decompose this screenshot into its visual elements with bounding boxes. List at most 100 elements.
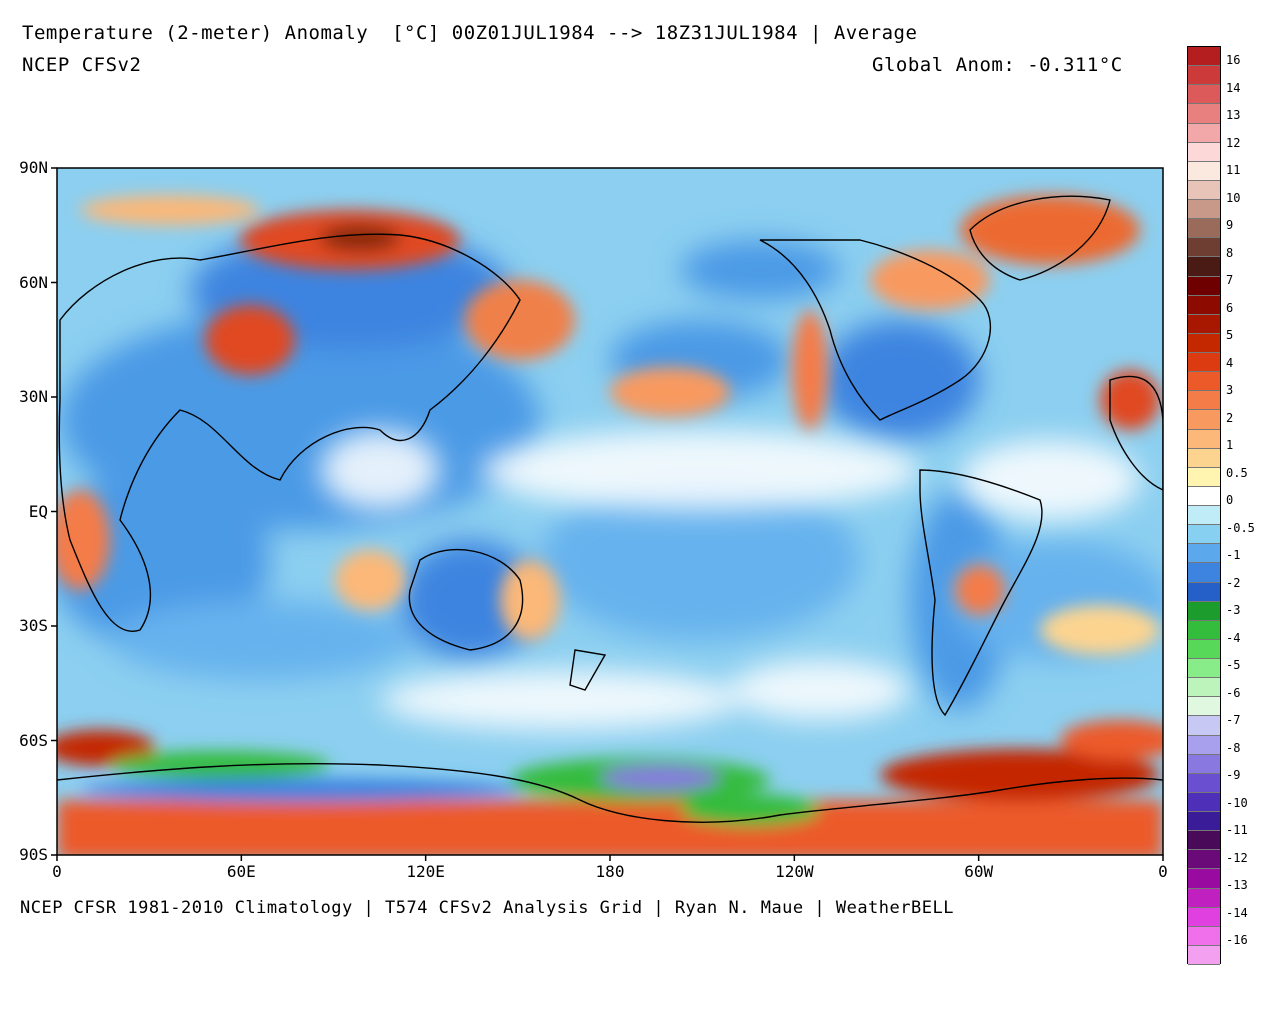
- colorbar-swatch: [1188, 620, 1220, 640]
- colorbar-label: 3: [1226, 383, 1234, 398]
- colorbar-swatch: [1188, 391, 1220, 411]
- colorbar-swatch: [1188, 180, 1220, 200]
- lon-label: 60E: [226, 862, 256, 881]
- colorbar-swatch: [1188, 410, 1220, 430]
- colorbar-label: -12: [1226, 850, 1248, 865]
- colorbar-swatch: [1188, 945, 1220, 965]
- colorbar-swatch: [1188, 850, 1220, 870]
- colorbar-swatch: [1188, 888, 1220, 908]
- lon-label: 120W: [775, 862, 814, 881]
- colorbar-swatch: [1188, 372, 1220, 392]
- colorbar-label: 9: [1226, 218, 1234, 233]
- colorbar-label: -2: [1226, 575, 1241, 590]
- colorbar-swatch: [1188, 219, 1220, 239]
- colorbar: [1187, 46, 1221, 965]
- colorbar-swatch: [1188, 448, 1220, 468]
- colorbar-label: -16: [1226, 933, 1248, 948]
- colorbar-label: 14: [1226, 80, 1241, 95]
- colorbar-swatch: [1188, 792, 1220, 812]
- colorbar-swatch: [1188, 716, 1220, 736]
- colorbar-swatch: [1188, 142, 1220, 162]
- colorbar-swatch: [1188, 85, 1220, 105]
- lon-label: 120E: [406, 862, 445, 881]
- colorbar-swatch: [1188, 123, 1220, 143]
- global-anomaly: Global Anom: -0.311°C: [872, 54, 1123, 76]
- colorbar-label: 4: [1226, 355, 1234, 370]
- lat-label: 60N: [19, 272, 48, 292]
- colorbar-swatch: [1188, 295, 1220, 315]
- colorbar-label: 13: [1226, 108, 1241, 123]
- lat-label: 30N: [19, 387, 48, 406]
- colorbar-swatch: [1188, 200, 1220, 220]
- colorbar-label: -3: [1226, 603, 1241, 618]
- colorbar-swatch: [1188, 525, 1220, 545]
- colorbar-label: -7: [1226, 713, 1241, 728]
- colorbar-swatch: [1188, 333, 1220, 353]
- colorbar-swatch: [1188, 601, 1220, 621]
- colorbar-label: -14: [1226, 905, 1248, 920]
- colorbar-swatch: [1188, 659, 1220, 679]
- lat-label: 60S: [19, 730, 48, 750]
- colorbar-label: -11: [1226, 823, 1248, 838]
- colorbar-swatch: [1188, 869, 1220, 889]
- colorbar-swatch: [1188, 544, 1220, 564]
- colorbar-swatch: [1188, 639, 1220, 659]
- colorbar-swatch: [1188, 257, 1220, 277]
- colorbar-label: 16: [1226, 53, 1241, 67]
- colorbar-label: -8: [1226, 740, 1241, 755]
- colorbar-swatch: [1188, 926, 1220, 946]
- colorbar-label: -0.5: [1226, 520, 1255, 535]
- colorbar-swatch: [1188, 276, 1220, 296]
- axis-ticks: [51, 167, 1164, 861]
- colorbar-swatch: [1188, 104, 1220, 124]
- anomaly-field: [57, 168, 1163, 855]
- colorbar-swatch: [1188, 161, 1220, 181]
- colorbar-label: 6: [1226, 300, 1234, 315]
- lon-label: 180: [595, 862, 625, 881]
- colorbar-label: -6: [1226, 685, 1241, 700]
- lat-label: 90N: [19, 158, 48, 177]
- colorbar-label: 10: [1226, 190, 1241, 205]
- model-source: NCEP CFSv2: [22, 54, 142, 76]
- colorbar-swatch: [1188, 314, 1220, 334]
- colorbar-swatch: [1188, 831, 1220, 851]
- colorbar-swatch: [1188, 486, 1220, 506]
- lon-label: 0: [52, 862, 62, 881]
- lat-label: EQ: [28, 501, 48, 521]
- colorbar-swatch: [1188, 697, 1220, 717]
- colorbar-swatch: [1188, 506, 1220, 526]
- colorbar-swatch: [1188, 678, 1220, 698]
- colorbar-label: -1: [1226, 548, 1241, 563]
- colorbar-swatch: [1188, 353, 1220, 373]
- lat-label: 90S: [19, 845, 48, 864]
- colorbar-label: 5: [1226, 328, 1234, 343]
- colorbar-label: -9: [1226, 768, 1241, 783]
- colorbar-swatch: [1188, 47, 1220, 67]
- colorbar-swatch: [1188, 429, 1220, 449]
- colorbar-label: 12: [1226, 135, 1241, 150]
- colorbar-label: 0.5: [1226, 465, 1248, 480]
- colorbar-label: -5: [1226, 658, 1241, 673]
- colorbar-swatch: [1188, 754, 1220, 774]
- colorbar-swatch: [1188, 563, 1220, 583]
- colorbar-swatch: [1188, 773, 1220, 793]
- colorbar-swatch: [1188, 582, 1220, 602]
- colorbar-label: -4: [1226, 630, 1241, 645]
- lon-label: 60W: [964, 862, 994, 881]
- colorbar-label: -10: [1226, 795, 1248, 810]
- colorbar-swatch: [1188, 907, 1220, 927]
- lon-label: 0: [1158, 862, 1168, 881]
- colorbar-swatch: [1188, 66, 1220, 86]
- lat-label: 30S: [19, 616, 48, 635]
- coastlines: [57, 195, 1163, 823]
- colorbar-label: 1: [1226, 438, 1234, 453]
- colorbar-label: 2: [1226, 410, 1234, 425]
- colorbar-swatch: [1188, 238, 1220, 258]
- colorbar-swatch: [1188, 467, 1220, 487]
- chart-title: Temperature (2-meter) Anomaly [°C] 00Z01…: [22, 22, 918, 44]
- colorbar-swatch: [1188, 735, 1220, 755]
- colorbar-label: -13: [1226, 878, 1248, 893]
- colorbar-label: 7: [1226, 273, 1234, 288]
- credits-footer: NCEP CFSR 1981-2010 Climatology | T574 C…: [20, 898, 954, 918]
